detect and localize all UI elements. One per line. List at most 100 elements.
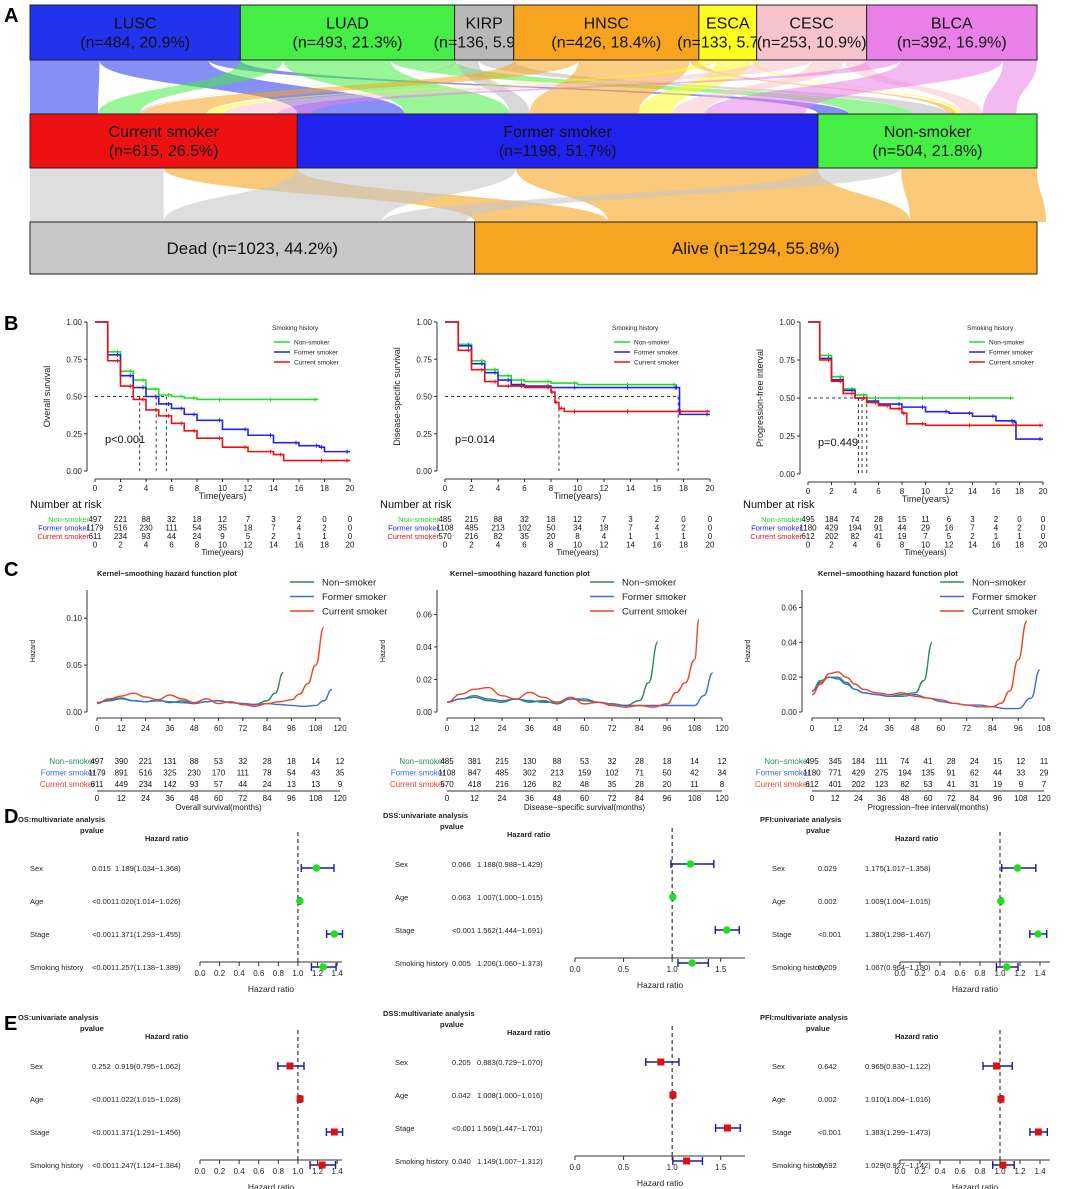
risk-cell: 891 [115, 769, 129, 778]
p-value: p=0.449 [818, 437, 858, 449]
legend-label: Non−smoker [972, 578, 1026, 589]
legend-label: Current smoker [322, 607, 387, 618]
risk-time: 20 [346, 541, 355, 550]
y-tick-label: 1.00 [416, 318, 432, 327]
forest-hr-text: 0.883(0.729~1.070) [477, 1058, 543, 1067]
forest-hr-text: 1.188(0.988~1.429) [477, 860, 543, 869]
forest-row-label: Age [30, 1095, 43, 1104]
hazard-curve-1 [96, 688, 333, 708]
hazard-plot-0: Kernel−smoothing hazard function plot 0.0… [30, 569, 387, 812]
forest-row-label: Smoking history [30, 1161, 84, 1170]
forest-pvalue: 0.205 [452, 1058, 471, 1067]
risk-cell: 0 [322, 515, 327, 524]
risk-xlabel: Overall survival(months) [175, 803, 262, 812]
forest-pvalue: 0.642 [818, 1062, 837, 1071]
forest-pvalue: 0.002 [818, 1095, 837, 1104]
x-tick-label: 12 [244, 484, 253, 493]
risk-cell: 43 [311, 769, 320, 778]
risk-cell: 1 [1017, 532, 1022, 541]
risk-cell: 0 [348, 515, 353, 524]
risk-time: 12 [600, 541, 609, 550]
risk-time: 60 [580, 794, 589, 803]
x-tick-label: 0 [806, 487, 811, 496]
hazard-plot-2: Kernel−smoothing hazard function plot 0.0… [745, 569, 1051, 812]
forest-title: PFI:multivariate analysis [760, 1013, 848, 1022]
risk-time: 12 [117, 794, 126, 803]
risk-cell: 88 [494, 515, 503, 524]
forest-row-label: Stage [772, 1128, 792, 1137]
risk-time: 16 [653, 541, 662, 550]
risk-time: 14 [968, 541, 977, 550]
km-plot-0: 0.000.250.500.751.000 2 4 6 8 10 12 14 16 18 20Tim… [30, 318, 355, 557]
risk-time: 8 [195, 541, 200, 550]
y-axis-label: Hazard [745, 640, 752, 663]
forest-plot-4: DSS:multivariate analysis pvalue Hazard ra… [383, 1009, 745, 1188]
forest-pvalue: 0.042 [452, 1091, 471, 1100]
risk-row-label: Current smoker [37, 532, 89, 541]
forest-hr-text: 1.380(1.298~1.467) [865, 930, 931, 939]
risk-cell: 142 [163, 780, 177, 789]
risk-time: 108 [309, 794, 323, 803]
y-tick-label: 0.50 [66, 393, 82, 402]
hr-point [993, 1062, 1000, 1070]
risk-cell: 78 [263, 769, 272, 778]
risk-cell: 32 [520, 515, 529, 524]
hr-point [296, 1095, 304, 1103]
x-tick-label: 72 [608, 724, 617, 733]
risk-cell: 18 [244, 524, 253, 533]
hazard-title: Kernel−smoothing hazard function plot [818, 569, 958, 578]
x-tick-label: 0.4 [934, 1167, 946, 1176]
y-tick-label: 0.50 [779, 394, 795, 403]
forest-pvalue: 0.029 [818, 864, 837, 873]
sankey-node-label: ESCA [706, 16, 750, 33]
risk-cell: 0 [681, 515, 686, 524]
panel-letter-c: C [4, 559, 18, 581]
risk-cell: 42 [690, 769, 699, 778]
y-tick-label: 0.25 [779, 432, 795, 441]
x-tick-label: 1.5 [715, 965, 727, 974]
risk-cell: 18 [663, 757, 672, 766]
sankey-node [698, 4, 758, 61]
flow-a-4-0 [206, 60, 717, 114]
legend-label: Former smoker [634, 350, 679, 357]
forest-plot-2: PFI:univariate analysis pvalue Hazard rati… [760, 815, 1050, 994]
risk-cell: 130 [523, 757, 537, 766]
risk-time: 2 [118, 541, 123, 550]
risk-time: 4 [853, 541, 858, 550]
x-tick-label: 0.4 [234, 969, 246, 978]
hr-point [723, 1124, 731, 1132]
forest-pvalue: <0.001 [92, 1128, 115, 1137]
risk-cell: 5 [947, 532, 952, 541]
x-axis-label: Hazard ratio [952, 984, 999, 994]
x-tick-label: 8 [549, 484, 554, 493]
risk-row-label: Former smoker [388, 524, 439, 533]
risk-cell: 34 [718, 769, 727, 778]
hazard-curve-2 [96, 626, 325, 708]
risk-cell: 2 [655, 515, 660, 524]
sankey-node-count: (n=493, 21.3%) [293, 35, 403, 52]
risk-cell: 54 [193, 524, 202, 533]
x-tick-label: 0.2 [914, 1167, 926, 1176]
risk-cell: 9 [1019, 780, 1024, 789]
sankey-node-label: BLCA [931, 16, 973, 33]
risk-cell: 28 [947, 757, 956, 766]
legend-label: Current smoker [989, 360, 1035, 367]
y-tick-label: 0.25 [416, 430, 432, 439]
risk-cell: 170 [212, 769, 226, 778]
x-tick-label: 20 [346, 484, 355, 493]
legend-label: Former smoker [294, 350, 339, 357]
legend-label: Current smoker [972, 607, 1037, 618]
sankey-node-count: (n=504, 21.8%) [873, 143, 983, 160]
risk-cell: 19 [993, 780, 1002, 789]
forest-pvalue: <0.001 [92, 930, 115, 939]
forest-pvalue: 0.040 [452, 1157, 471, 1166]
flow-a-5-2 [844, 60, 983, 114]
risk-row-label: Current smoker [40, 780, 95, 789]
x-tick-label: 108 [688, 724, 702, 733]
forest-hr-text: 1.569(1.447~1.701) [477, 1124, 543, 1133]
forest-hr-text: 1.020(1.014~1.026) [115, 897, 181, 906]
x-tick-label: 1.4 [1034, 1167, 1046, 1176]
risk-time: 4 [496, 541, 501, 550]
risk-cell: 53 [580, 757, 589, 766]
risk-time: 96 [993, 794, 1002, 803]
